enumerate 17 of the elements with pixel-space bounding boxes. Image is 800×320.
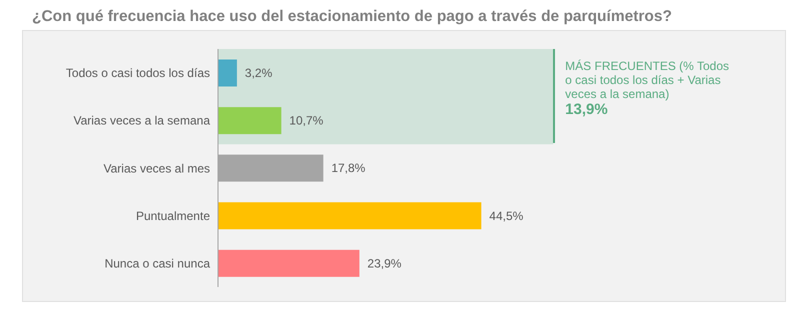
y-tick-label: Nunca o casi nunca (104, 256, 210, 270)
y-tick-label: Varias veces a la semana (73, 114, 210, 128)
y-tick-label: Varias veces al mes (104, 161, 210, 176)
y-tick-label: Puntualmente (136, 208, 210, 223)
bar (218, 107, 282, 134)
bar (218, 250, 360, 277)
band-label: MÁS FRECUENTES (% Todos o casi todos los días + Varias veces a la semana) (565, 59, 730, 101)
data-label: 10,7% (289, 114, 324, 128)
y-tick-label: Todos o casi todos los días (66, 66, 210, 80)
data-label: 23,9% (367, 256, 402, 270)
bar (218, 59, 237, 86)
data-label: 44,5% (489, 208, 524, 223)
data-label: 3,2% (244, 66, 273, 80)
data-label: 17,8% (331, 161, 366, 176)
text: 13,9% (565, 101, 609, 118)
bar (218, 202, 482, 230)
chart-title: ¿Con qué frecuencia hace uso del estacionamiento de pago a través de parquímetros? (31, 8, 673, 27)
